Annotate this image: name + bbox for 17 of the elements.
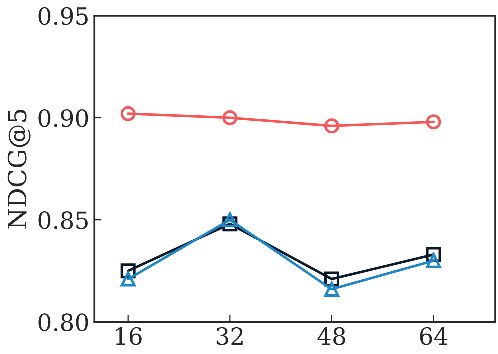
point — [426, 114, 442, 130]
x-tick-label: 48 — [318, 327, 346, 346]
y-tick-label: 0.80 — [38, 314, 88, 332]
point — [222, 212, 238, 228]
point — [324, 118, 340, 134]
point — [222, 110, 238, 126]
point — [426, 253, 442, 268]
point — [324, 282, 340, 297]
x-tick-label: 16 — [116, 327, 142, 346]
y-tick-label: 0.95 — [38, 7, 88, 26]
x-tick-label: 64 — [420, 327, 448, 346]
point — [120, 272, 136, 287]
point — [120, 106, 136, 122]
y-tick-label: 0.85 — [38, 212, 88, 230]
x-tick-label: 32 — [216, 327, 243, 346]
y-axis-title: NDCG@5 — [8, 110, 31, 229]
y-tick-label: 0.90 — [38, 109, 88, 128]
